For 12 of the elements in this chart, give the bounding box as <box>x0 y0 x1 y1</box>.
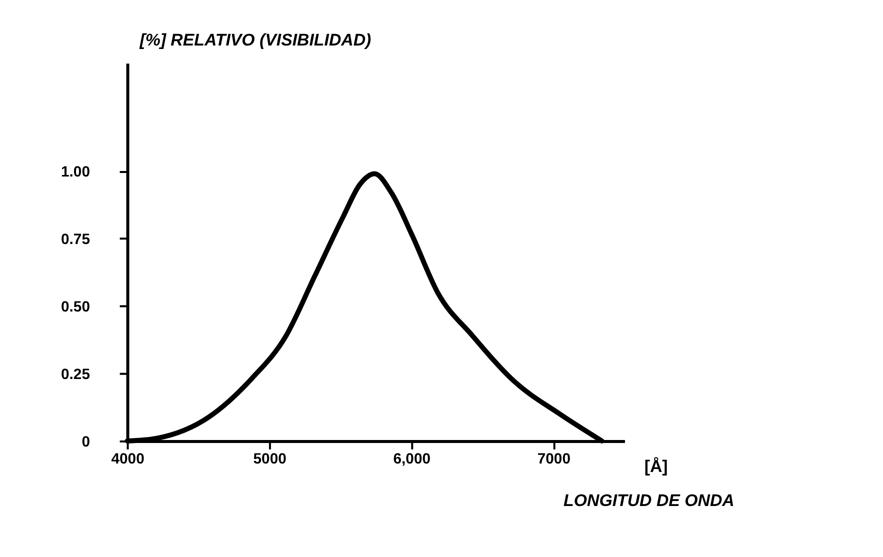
x-axis-title: LONGITUD DE ONDA <box>564 491 734 510</box>
y-tick-label: 0.25 <box>60 366 90 383</box>
y-tick-label: 0.75 <box>60 232 90 248</box>
text: [Å] <box>644 456 668 476</box>
x-tick-label: 5000 <box>253 451 286 468</box>
x-tick-label: 4000 <box>111 451 144 468</box>
y-axis-title: [%] RELATIVO (VISIBILIDAD) <box>138 30 372 50</box>
y-tick-label: 0.50 <box>60 299 90 316</box>
y-tick-label: 0 <box>82 434 90 450</box>
x-tick-label: 6,000 <box>393 451 431 468</box>
x-tick-label: 7000 <box>537 451 571 468</box>
y-tick-label: 1.00 <box>60 164 90 181</box>
